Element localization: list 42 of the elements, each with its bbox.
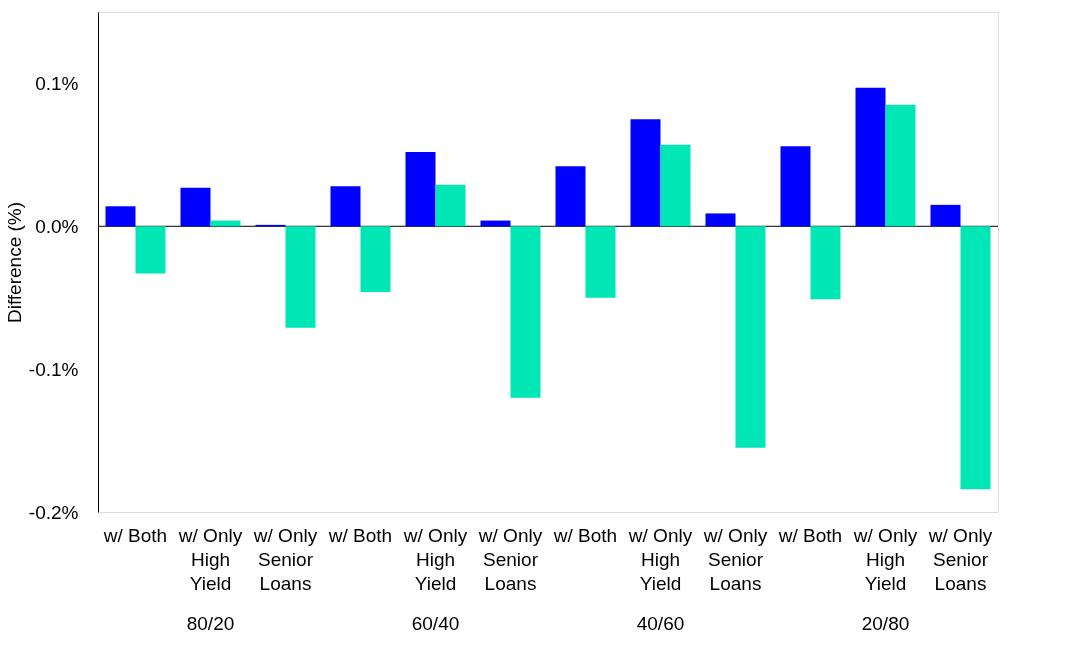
text: 40/60	[636, 613, 685, 634]
y-axis-title: Difference (%)	[3, 201, 25, 324]
x-tick-label: w/ Both	[102, 524, 168, 546]
bar	[585, 226, 616, 298]
y-tick-label: 0.0%	[35, 215, 79, 237]
bar	[435, 184, 466, 227]
x-tick-label: w/ Both	[327, 524, 393, 546]
y-tick-label: -0.2%	[28, 501, 79, 523]
bar	[885, 104, 916, 227]
bar	[285, 226, 316, 328]
x-tick-label: w/ Both	[777, 524, 843, 546]
bar	[360, 226, 391, 292]
y-tick-label: -0.1%	[28, 358, 79, 380]
bar	[510, 226, 541, 398]
bar	[810, 226, 841, 300]
bar	[660, 144, 691, 227]
x-tick-label: w/ Only Senior Loans	[252, 524, 318, 594]
x-tick-label: w/ Only Senior Loans	[927, 524, 993, 594]
x-tick-label: w/ Both	[552, 524, 618, 546]
bar	[105, 206, 136, 227]
x-tick-label: w/ Only High Yield	[627, 524, 693, 594]
x-tick-label: w/ Only High Yield	[852, 524, 918, 594]
text: 80/20	[186, 613, 235, 634]
text: 20/80	[861, 613, 910, 634]
bar	[705, 213, 736, 227]
bar	[855, 87, 886, 227]
x-tick-label: w/ Only Senior Loans	[477, 524, 543, 594]
bar	[735, 226, 766, 448]
x-tick-label: w/ Only Senior Loans	[702, 524, 768, 594]
bar	[135, 226, 166, 274]
x-tick-label: w/ Only High Yield	[402, 524, 468, 594]
bar	[180, 187, 211, 227]
x-tick-label: w/ Only High Yield	[177, 524, 243, 594]
bar	[630, 119, 661, 227]
bar	[330, 186, 361, 227]
text: 60/40	[411, 613, 460, 634]
bar	[405, 152, 436, 227]
bar	[555, 166, 586, 227]
bar	[960, 226, 991, 490]
bar	[930, 204, 961, 227]
bar	[780, 146, 811, 227]
y-tick-label: 0.1%	[35, 72, 79, 94]
